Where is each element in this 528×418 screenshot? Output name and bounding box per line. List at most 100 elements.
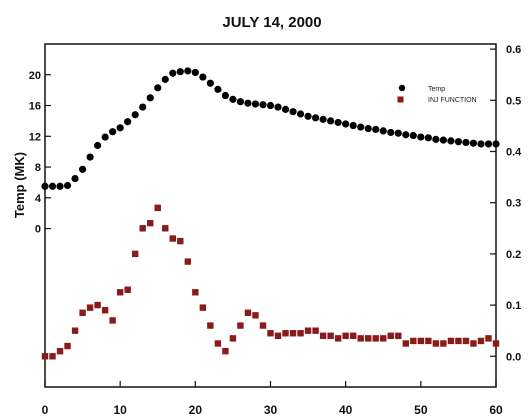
data-point-inj-function [289,330,297,337]
data-point-temp [78,165,87,173]
data-point-inj-function [237,322,244,329]
data-point-inj-function [282,330,289,337]
data-point-inj-function [244,309,252,316]
data-point-inj-function [199,304,207,311]
y2-tick-label: 0.4 [506,147,522,159]
data-point-temp [161,75,169,83]
data-point-inj-function [455,337,462,345]
data-point-temp [206,79,214,87]
data-point-inj-function [380,335,387,342]
data-point-temp [124,118,132,126]
data-point-temp [357,123,365,131]
data-point-temp [259,101,267,109]
data-point-temp [274,103,282,111]
data-point-temp [379,127,387,135]
data-point-inj-function [342,332,349,340]
data-point-temp [289,108,297,116]
y-tick-label: 12 [29,131,41,143]
x-tick-label: 20 [189,403,203,417]
data-point-temp [281,105,290,113]
data-point-temp [244,99,252,107]
data-point-inj-function [147,219,154,227]
data-point-temp [221,91,229,100]
data-point-inj-function [192,289,199,296]
data-point-inj-function [109,317,116,324]
data-point-temp [229,95,237,103]
data-point-inj-function [124,286,131,293]
x-tick-label: 50 [414,403,428,417]
data-point-inj-function [252,312,259,319]
data-point-temp [402,131,410,139]
x-tick-label: 40 [339,403,353,417]
y2-tick-label: 0.3 [506,198,521,210]
x-tick-label: 30 [264,403,278,417]
x-tick-label: 60 [489,403,503,417]
data-point-inj-function [154,204,161,212]
data-point-inj-function [410,337,417,345]
data-point-temp [116,124,124,132]
chart-title: JULY 14, 2000 [222,14,321,31]
data-point-inj-function [485,335,492,342]
legend-marker-temp [398,84,406,92]
y-tick-label: 16 [29,101,41,113]
y-tick-label: 8 [35,162,41,174]
data-point-inj-function [462,337,470,345]
data-point-inj-function [229,335,237,342]
data-point-temp [251,100,260,108]
data-point-temp [56,182,64,190]
y2-axis-ticks: 0.0 0.1 0.2 0.3 0.4 0.5 0.6 [490,44,522,363]
data-point-temp [394,129,402,137]
data-point-inj-function [274,332,282,340]
data-point-temp [417,133,425,141]
data-point-temp [131,111,139,119]
x-axis-ticks: 0 10 20 30 40 50 60 [42,381,503,417]
data-point-temp [63,181,72,190]
data-point-temp [169,69,177,77]
y2-tick-label: 0.1 [506,300,521,312]
data-point-temp [492,140,500,148]
y-tick-label: 0 [35,224,41,236]
data-point-temp [214,85,222,93]
data-point-inj-function [222,347,229,355]
data-point-inj-function [425,337,432,345]
data-point-inj-function [417,337,425,345]
data-point-temp [176,68,184,76]
data-point-inj-function [162,225,169,232]
data-point-temp [462,138,470,147]
y2-tick-label: 0.6 [506,44,521,56]
y2-tick-label: 0.5 [506,95,521,107]
data-point-temp [146,94,154,102]
data-point-temp [184,67,192,75]
data-point-temp [191,68,199,77]
y2-tick-label: 0.2 [506,249,521,261]
data-point-inj-function [64,342,71,350]
data-point-temp [312,114,320,122]
data-point-inj-function [365,335,372,342]
y2-tick-label: 0.0 [506,351,521,363]
data-point-temp [387,128,395,137]
data-point-inj-function [184,258,192,265]
data-point-inj-function [56,347,64,355]
x-tick-label: 0 [42,403,49,417]
data-point-inj-function [86,304,94,311]
data-point-inj-function [79,309,86,316]
data-point-temp [372,125,380,133]
x-tick-label: 10 [113,403,127,417]
data-point-inj-function [492,340,500,347]
data-point-temp [154,84,162,92]
data-point-inj-function [139,225,146,232]
data-point-temp [296,110,305,118]
y-axis-ticks: 0 4 8 12 16 20 [29,70,51,236]
data-point-temp [342,120,350,128]
data-point-temp [304,112,312,120]
data-point-inj-function [207,322,214,329]
y-tick-label: 4 [35,193,42,205]
data-point-temp [94,141,102,150]
data-point-temp [432,135,440,143]
data-point-temp [101,133,109,141]
y-tick-label: 20 [29,70,41,82]
data-point-inj-function [312,327,319,334]
data-point-temp [71,174,79,183]
data-point-inj-function [214,340,222,347]
